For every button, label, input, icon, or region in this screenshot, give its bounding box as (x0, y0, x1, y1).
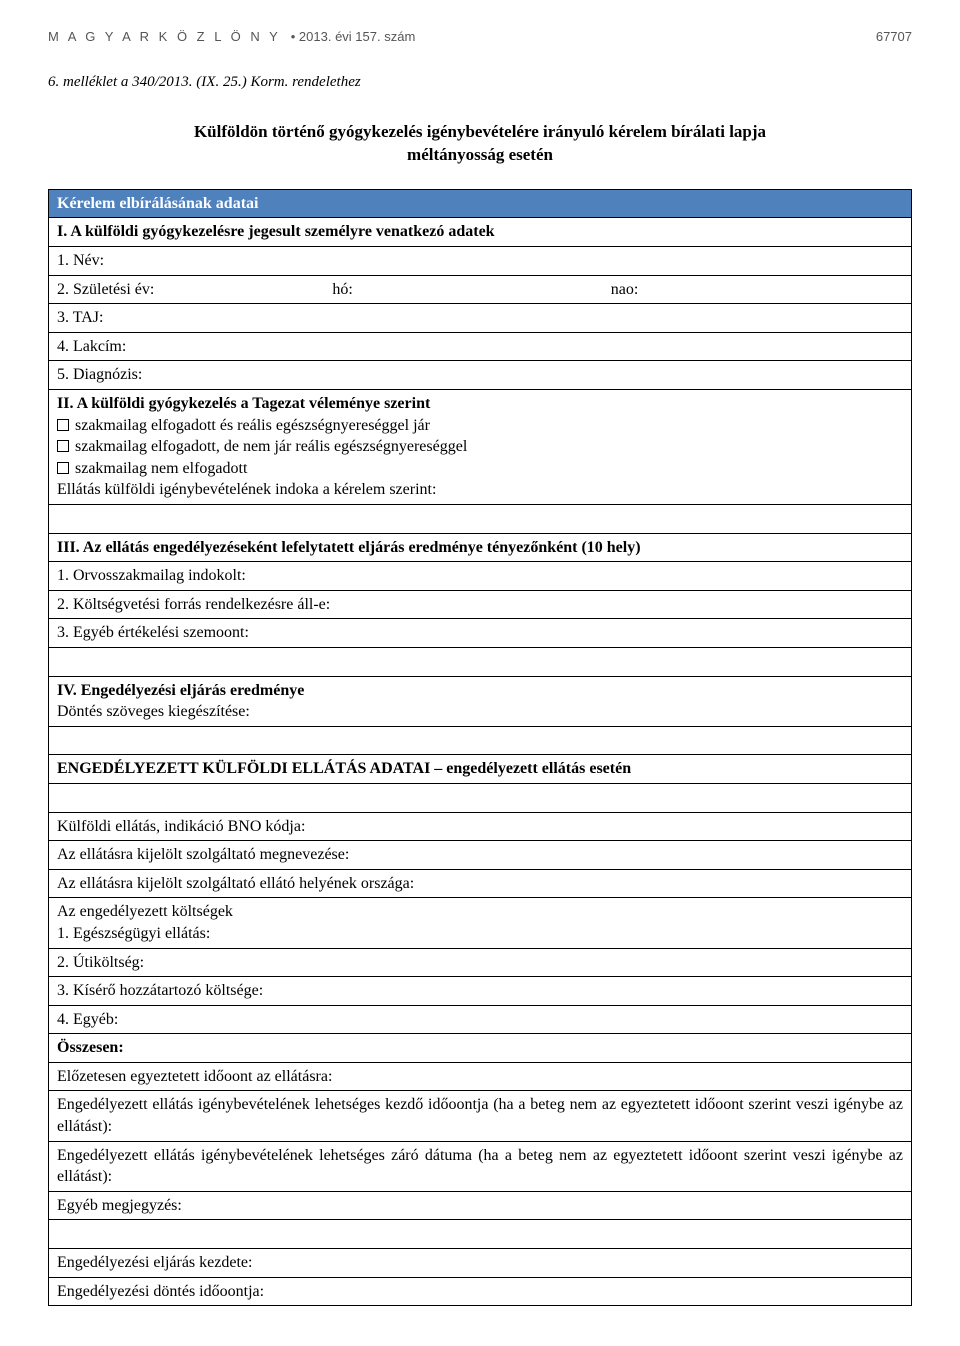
field-name: 1. Név: (49, 247, 912, 276)
approved-heading: ENGEDÉLYEZETT KÜLFÖLDI ELLÁTÁS ADATAI – … (49, 755, 912, 784)
field-preagreed-date: Előzetesen egyeztetett időoont az ellátá… (49, 1062, 912, 1091)
option-2: szakmailag elfogadott, de nem jár reális… (57, 436, 903, 458)
cost-total: Összesen: (49, 1034, 912, 1063)
birth-day-label: nao: (611, 279, 639, 301)
field-start-date: Engedélyezett ellátás igénybevételének l… (49, 1091, 912, 1141)
annex-reference: 6. melléklet a 340/2013. (IX. 25.) Korm.… (48, 74, 912, 91)
field-address: 4. Lakcím: (49, 332, 912, 361)
birth-year-label: 2. Születési év: (57, 279, 154, 301)
birth-month-label: hó: (332, 279, 352, 301)
publication-issue: • 2013. évi 157. szám (291, 29, 416, 44)
field-birth: 2. Születési év: hó: nao: (49, 275, 912, 304)
spacer (49, 726, 912, 755)
field-other-criteria: 3. Egyéb értékelési szemoont: (49, 619, 912, 648)
spacer (49, 505, 912, 534)
publication-title: M A G Y A R K Ö Z L Ö N Y • 2013. évi 15… (48, 28, 415, 46)
title-line-1: Külföldön történő gyógykezelés igénybevé… (194, 122, 766, 141)
field-diagnosis: 5. Diagnózis: (49, 361, 912, 390)
field-taj: 3. TAJ: (49, 304, 912, 333)
section-iv-heading: IV. Engedélyezési eljárás eredménye (57, 680, 903, 702)
section-i-heading: I. A külföldi gyógykezelésre jegesult sz… (49, 218, 912, 247)
page-header: M A G Y A R K Ö Z L Ö N Y • 2013. évi 15… (48, 28, 912, 46)
field-provider-country: Az ellátásra kijelölt szolgáltató ellátó… (49, 869, 912, 898)
publication-name: M A G Y A R K Ö Z L Ö N Y (48, 29, 281, 44)
form-table: Kérelem elbírálásának adatai I. A külföl… (48, 189, 912, 1306)
field-procedure-start: Engedélyezési eljárás kezdete: (49, 1249, 912, 1278)
section-iv-block: IV. Engedélyezési eljárás eredménye Dönt… (49, 676, 912, 726)
cost-travel: 2. Útiköltség: (49, 948, 912, 977)
field-bno: Külföldi ellátás, indikáció BNO kódja: (49, 812, 912, 841)
field-other-note: Egyéb megjegyzés: (49, 1191, 912, 1220)
field-end-date: Engedélyezett ellátás igénybevételének l… (49, 1141, 912, 1191)
title-line-2: méltányosság esetén (407, 145, 553, 164)
costs-label: Az engedélyezett költségek (57, 901, 903, 923)
section-ii-heading: II. A külföldi gyógykezelés a Tagezat vé… (57, 393, 903, 415)
cost-health: 1. Egészségügyi ellátás: (57, 923, 903, 945)
cost-other: 4. Egyéb: (49, 1005, 912, 1034)
checkbox-icon[interactable] (57, 462, 69, 474)
field-medical-justified: 1. Orvosszakmailag indokolt: (49, 562, 912, 591)
document-title: Külföldön történő gyógykezelés igénybevé… (108, 121, 852, 167)
section-header-bar: Kérelem elbírálásának adatai (49, 189, 912, 218)
indication-label: Ellátás külföldi igénybevételének indoka… (57, 479, 903, 501)
checkbox-icon[interactable] (57, 419, 69, 431)
checkbox-icon[interactable] (57, 440, 69, 452)
field-budget-available: 2. Költségvetési forrás rendelkezésre ál… (49, 590, 912, 619)
spacer (49, 647, 912, 676)
page-number: 67707 (876, 29, 912, 44)
cost-escort: 3. Kísérő hozzátartozó költsége: (49, 977, 912, 1006)
decision-text-label: Döntés szöveges kiegészítése: (57, 701, 903, 723)
option-1: szakmailag elfogadott és reális egészség… (57, 415, 903, 437)
section-iii-heading: III. Az ellátás engedélyezéseként lefely… (49, 533, 912, 562)
option-3: szakmailag nem elfogadott (57, 458, 903, 480)
spacer (49, 1220, 912, 1249)
field-decision-date: Engedélyezési döntés időoontja: (49, 1277, 912, 1306)
spacer (49, 783, 912, 812)
costs-block: Az engedélyezett költségek 1. Egészségüg… (49, 898, 912, 948)
field-provider-name: Az ellátásra kijelölt szolgáltató megnev… (49, 841, 912, 870)
section-ii-block: II. A külföldi gyógykezelés a Tagezat vé… (49, 390, 912, 505)
